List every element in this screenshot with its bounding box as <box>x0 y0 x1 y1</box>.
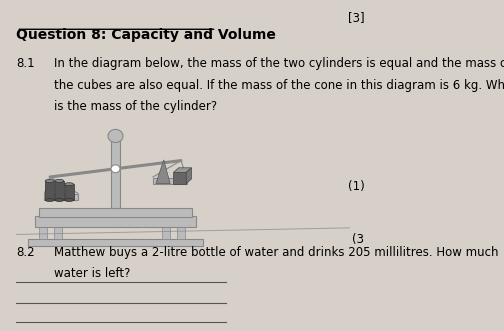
Polygon shape <box>156 160 170 184</box>
FancyBboxPatch shape <box>55 181 64 200</box>
Text: is the mass of the cylinder?: is the mass of the cylinder? <box>54 100 217 113</box>
Polygon shape <box>173 168 192 172</box>
Circle shape <box>108 129 123 143</box>
Text: (1): (1) <box>348 180 364 193</box>
Text: 8.2: 8.2 <box>16 246 35 259</box>
FancyBboxPatch shape <box>35 216 196 227</box>
FancyBboxPatch shape <box>45 181 54 200</box>
FancyBboxPatch shape <box>111 139 120 208</box>
Text: water is left?: water is left? <box>54 267 130 280</box>
FancyBboxPatch shape <box>162 226 170 239</box>
Text: Matthew buys a 2-litre bottle of water and drinks 205 millilitres. How much: Matthew buys a 2-litre bottle of water a… <box>54 246 498 259</box>
Text: In the diagram below, the mass of the two cylinders is equal and the mass of: In the diagram below, the mass of the tw… <box>54 57 504 70</box>
Circle shape <box>111 165 120 173</box>
FancyBboxPatch shape <box>54 226 62 239</box>
Polygon shape <box>186 168 192 184</box>
Ellipse shape <box>65 199 74 202</box>
Text: [3]: [3] <box>348 11 364 24</box>
Ellipse shape <box>45 179 54 182</box>
Text: the cubes are also equal. If the mass of the cone in this diagram is 6 kg. What: the cubes are also equal. If the mass of… <box>54 78 504 91</box>
FancyBboxPatch shape <box>28 239 204 246</box>
Ellipse shape <box>65 183 74 186</box>
Ellipse shape <box>45 199 54 202</box>
FancyBboxPatch shape <box>153 178 186 184</box>
FancyBboxPatch shape <box>173 172 186 184</box>
Text: (3: (3 <box>352 233 364 246</box>
FancyBboxPatch shape <box>39 208 192 217</box>
FancyBboxPatch shape <box>39 226 47 239</box>
FancyBboxPatch shape <box>65 184 74 200</box>
FancyBboxPatch shape <box>44 194 78 200</box>
Text: Question 8: Capacity and Volume: Question 8: Capacity and Volume <box>16 28 276 42</box>
Text: 8.1: 8.1 <box>16 57 35 70</box>
Ellipse shape <box>55 199 64 202</box>
Ellipse shape <box>55 179 64 182</box>
FancyBboxPatch shape <box>177 226 185 239</box>
